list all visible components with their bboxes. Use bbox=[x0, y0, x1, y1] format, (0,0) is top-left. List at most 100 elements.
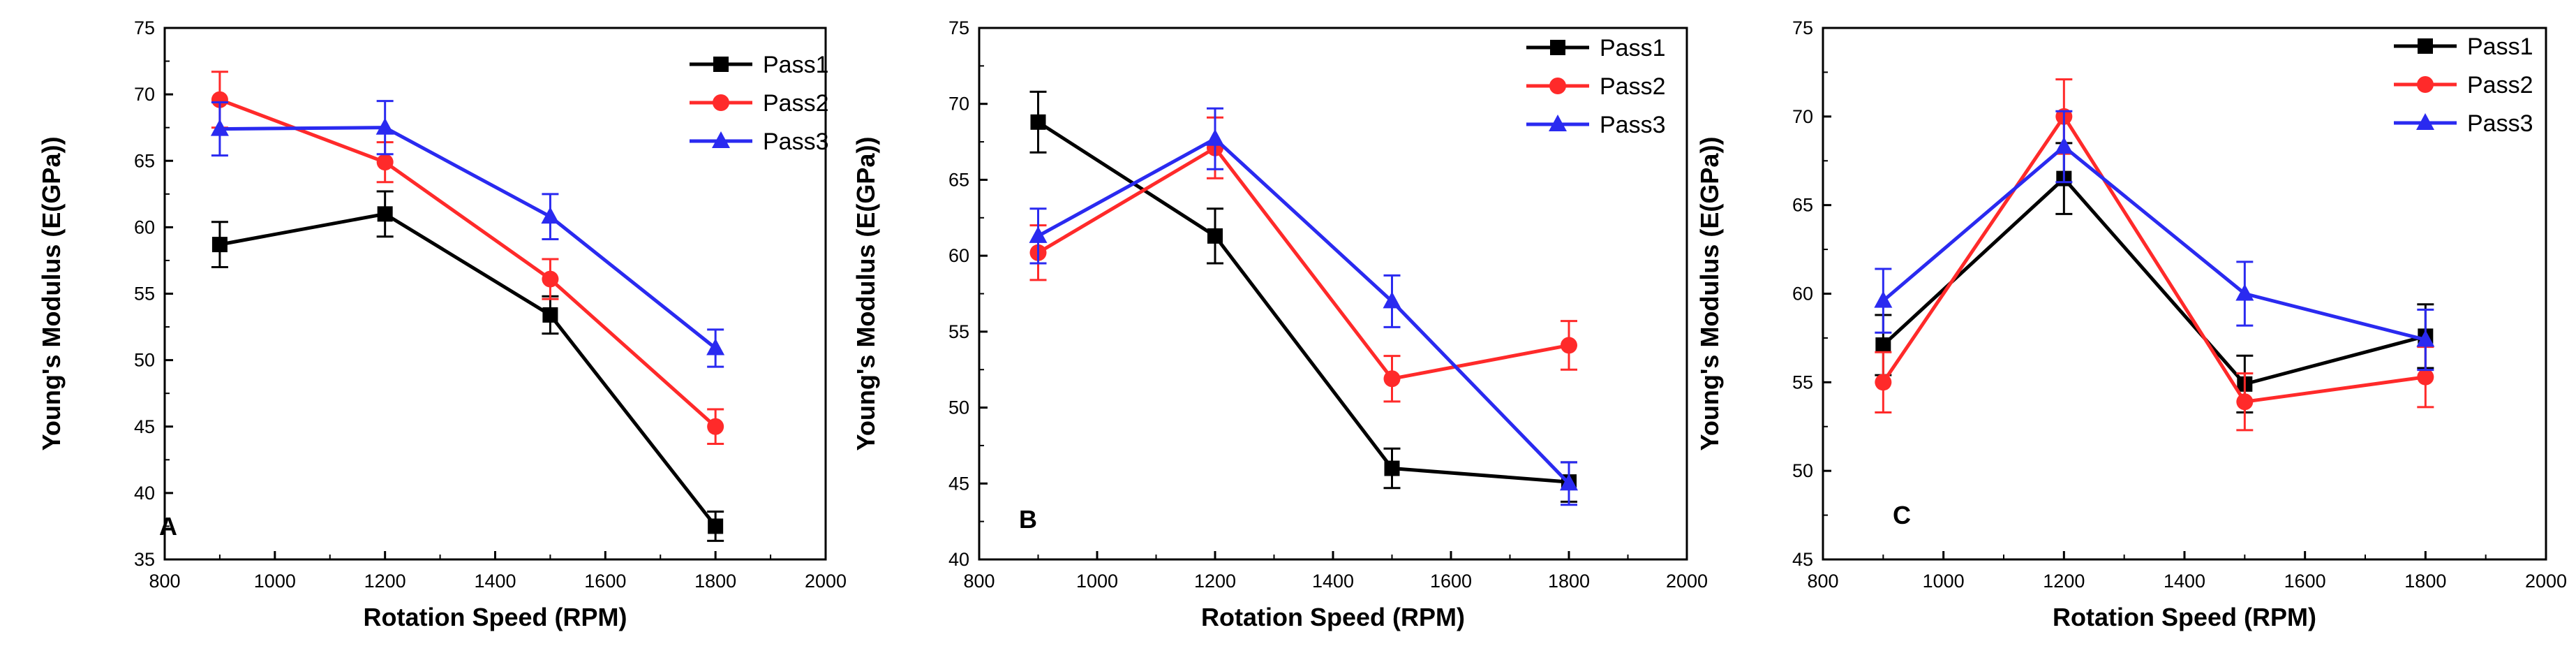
panel-label: B bbox=[1019, 505, 1037, 534]
legend-label: Pass2 bbox=[2467, 72, 2533, 98]
x-tick-label: 1800 bbox=[1548, 571, 1590, 592]
x-axis-title: Rotation Speed (RPM) bbox=[364, 603, 627, 631]
y-tick-label: 70 bbox=[134, 84, 155, 105]
data-point bbox=[377, 206, 393, 222]
y-tick-label: 55 bbox=[1792, 372, 1813, 393]
y-tick-label: 50 bbox=[134, 350, 155, 371]
data-point bbox=[1384, 460, 1400, 476]
data-point bbox=[1383, 370, 1401, 388]
x-tick-label: 1800 bbox=[2404, 571, 2446, 592]
series-line bbox=[1882, 176, 2426, 386]
data-point bbox=[542, 307, 558, 323]
legend-label: Pass3 bbox=[1600, 112, 1666, 138]
chart-panel-b: 800 1000 1200 1400 1600 1800 2000 40 45 50 55 60 65 7… bbox=[851, 17, 1708, 631]
series-line bbox=[1882, 113, 2426, 404]
data-point bbox=[542, 270, 559, 288]
data-point bbox=[211, 91, 228, 108]
y-tick-label: 55 bbox=[948, 321, 969, 342]
legend-marker bbox=[713, 57, 729, 72]
x-tick-label: 800 bbox=[149, 571, 180, 592]
data-point bbox=[708, 518, 724, 534]
x-tick-label: 1600 bbox=[1430, 571, 1472, 592]
data-point bbox=[1875, 374, 1892, 391]
legend-label: Pass2 bbox=[1600, 73, 1666, 100]
y-tick-label: 35 bbox=[134, 549, 155, 570]
data-point bbox=[1874, 291, 1893, 308]
legend-marker bbox=[712, 131, 730, 148]
legend-label: Pass2 bbox=[763, 90, 829, 117]
x-tick-label: 1400 bbox=[474, 571, 516, 592]
panel-label: A bbox=[159, 512, 177, 541]
y-tick-label: 50 bbox=[1792, 460, 1813, 481]
series-pass1 bbox=[211, 190, 724, 542]
legend: Pass1 Pass2 Pass3 bbox=[1526, 35, 1666, 138]
x-tick-label: 1600 bbox=[2284, 571, 2326, 592]
data-point bbox=[210, 119, 229, 136]
plot-frame bbox=[978, 27, 1688, 561]
legend: Pass1 Pass2 Pass3 bbox=[2394, 34, 2533, 137]
data-point bbox=[375, 117, 394, 135]
x-tick-label: 2000 bbox=[2525, 571, 2567, 592]
legend-label: Pass3 bbox=[2467, 110, 2533, 137]
data-point bbox=[706, 338, 725, 356]
series-pass2 bbox=[1875, 78, 2434, 432]
x-tick-label: 800 bbox=[1807, 571, 1838, 592]
data-point bbox=[1875, 337, 1891, 353]
y-tick-label: 75 bbox=[134, 17, 155, 38]
legend-label: Pass3 bbox=[763, 129, 829, 155]
data-point bbox=[2235, 284, 2254, 301]
y-tick-label: 65 bbox=[948, 169, 969, 190]
series-line bbox=[219, 212, 717, 527]
x-tick-label: 1400 bbox=[2164, 571, 2205, 592]
series-pass3 bbox=[210, 100, 725, 368]
y-tick-label: 60 bbox=[134, 217, 155, 237]
y-tick-label: 40 bbox=[948, 549, 969, 570]
data-point bbox=[1207, 228, 1223, 244]
data-point bbox=[2055, 136, 2074, 154]
y-tick-label: 70 bbox=[948, 94, 969, 115]
legend-marker bbox=[1550, 40, 1565, 55]
series-pass3 bbox=[1874, 110, 2435, 372]
x-tick-label: 1800 bbox=[694, 571, 736, 592]
legend-marker bbox=[2418, 38, 2433, 54]
data-point bbox=[1560, 474, 1578, 491]
data-point bbox=[1383, 291, 1401, 309]
x-tick-label: 1000 bbox=[254, 571, 296, 592]
legend-marker bbox=[2416, 113, 2434, 130]
x-tick-label: 1000 bbox=[1076, 571, 1118, 592]
legend-marker bbox=[713, 94, 729, 111]
y-tick-label: 60 bbox=[1792, 284, 1813, 305]
y-tick-label: 65 bbox=[1792, 195, 1813, 216]
x-tick-label: 1600 bbox=[584, 571, 626, 592]
x-tick-label: 1200 bbox=[364, 571, 406, 592]
data-point bbox=[1561, 337, 1577, 354]
series-pass1 bbox=[1875, 142, 2434, 413]
y-tick-label: 75 bbox=[948, 17, 969, 38]
y-tick-label: 70 bbox=[1792, 106, 1813, 127]
series-line bbox=[219, 126, 717, 350]
plot-frame bbox=[1822, 27, 2547, 561]
legend-label: Pass1 bbox=[763, 52, 829, 78]
data-point bbox=[541, 207, 560, 224]
x-tick-label: 1200 bbox=[2043, 571, 2085, 592]
y-tick-label: 45 bbox=[1792, 549, 1813, 570]
y-tick-label: 55 bbox=[134, 284, 155, 305]
legend-marker bbox=[1549, 115, 1567, 131]
legend-label: Pass1 bbox=[1600, 35, 1666, 61]
series-pass3 bbox=[1029, 107, 1578, 506]
chart-panel-a: 800 1000 1200 1400 1600 1800 2000 35 40 45 50 55 60 6… bbox=[37, 17, 847, 631]
series-line bbox=[219, 98, 717, 428]
x-axis-title: Rotation Speed (RPM) bbox=[1201, 603, 1465, 631]
x-tick-label: 2000 bbox=[1666, 571, 1708, 592]
y-tick-label: 45 bbox=[948, 473, 969, 494]
data-point bbox=[2416, 330, 2435, 347]
x-tick-label: 1000 bbox=[1923, 571, 1965, 592]
legend-marker bbox=[2417, 76, 2434, 93]
series-pass2 bbox=[1029, 116, 1577, 403]
data-point bbox=[1029, 226, 1048, 243]
x-axis-title: Rotation Speed (RPM) bbox=[2053, 603, 2316, 631]
legend: Pass1 Pass2 Pass3 bbox=[690, 52, 829, 155]
y-tick-label: 60 bbox=[948, 245, 969, 266]
series-line bbox=[1882, 144, 2426, 342]
y-axis-title: Young's Modulus (E(GPa)) bbox=[851, 137, 880, 451]
